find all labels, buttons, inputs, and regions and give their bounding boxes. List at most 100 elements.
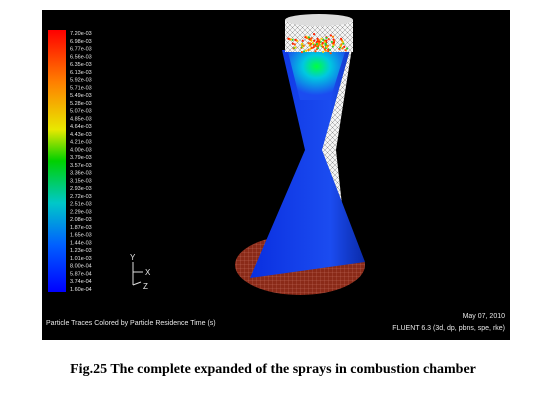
spray-particle (332, 38, 335, 41)
spray-particle (340, 43, 343, 46)
spray-particle (307, 36, 311, 39)
spray-particle (321, 45, 325, 48)
spray-particle (324, 43, 328, 46)
spray-particle (311, 41, 315, 45)
colorbar-label: 5.07e-03 (70, 109, 92, 115)
spray-particle (341, 47, 344, 50)
axis-label: Z (143, 282, 148, 291)
spray-particle (310, 37, 313, 40)
colorbar-label: 5.28e-03 (70, 101, 92, 107)
colorbar-label: 6.35e-03 (70, 62, 92, 68)
spray-particle (324, 49, 327, 52)
colorbar-label: 2.93e-03 (70, 186, 92, 192)
axis-label: Y (130, 253, 136, 262)
colorbar-label: 3.74e-04 (70, 279, 92, 285)
footer-left: Particle Traces Colored by Particle Resi… (46, 320, 216, 327)
spray-particle (345, 47, 349, 50)
spray-particle (293, 43, 296, 46)
spray-particle (300, 42, 304, 45)
spray-particle (331, 35, 335, 38)
spray-particle (313, 39, 316, 42)
spray-particle (321, 41, 324, 45)
spray-particle (322, 38, 325, 41)
colorbar-label: 1.23e-03 (70, 248, 92, 254)
colorbar-labels: 7.20e-03 6.98e-03 6.77e-036.56e-03 6.35e-03… (70, 31, 92, 293)
spray-particle (304, 36, 307, 39)
spray-particle (305, 49, 308, 52)
spray-particle (326, 44, 329, 47)
colorbar-label: 6.77e-03 (70, 47, 92, 53)
inlet-top (285, 14, 353, 26)
colorbar-label: 1.44e-03 (70, 240, 92, 246)
spray-particle (320, 37, 323, 40)
spray-particle (322, 50, 325, 53)
chamber-body (250, 50, 365, 278)
spray-particle (302, 50, 306, 53)
colorbar-label: 4.00e-03 (70, 147, 92, 153)
colorbar-label: 4.64e-03 (70, 124, 92, 130)
caption: Fig.25 The complete expanded of the spra… (70, 362, 476, 377)
spray-particle (307, 48, 310, 52)
colorbar-label: 4.43e-03 (70, 132, 92, 138)
spray-particle (300, 50, 304, 54)
axis-z (132, 281, 142, 286)
colorbar-label: 3.57e-03 (70, 163, 92, 169)
footer-date: May 07, 2010 (463, 313, 506, 320)
spray-particle (328, 48, 331, 52)
colorbar (48, 30, 66, 292)
spray-particle (301, 39, 304, 42)
spray-particle (329, 52, 332, 55)
spray-particle (287, 37, 290, 40)
spray-particle (330, 40, 333, 44)
colorbar-label: 2.29e-03 (70, 209, 92, 215)
spray-particle (332, 41, 336, 44)
spray-particle (310, 46, 313, 50)
colorbar-label: 5.92e-03 (70, 78, 92, 84)
colorbar-label: 3.15e-03 (70, 178, 92, 184)
spray-particle (294, 46, 297, 49)
spray-particle (312, 46, 315, 49)
colorbar-label: 1.60e-04 (70, 287, 92, 293)
colorbar-label: 7.20e-03 (70, 31, 92, 37)
spray-particle (327, 38, 330, 41)
spray-particle (327, 50, 330, 53)
spray-particle (339, 37, 343, 40)
colorbar-label: 5.87e-04 (70, 271, 92, 277)
footer-solver: FLUENT 6.3 (3d, dp, pbns, spe, rke) (392, 325, 505, 332)
colorbar-label: 6.56e-03 (70, 54, 92, 60)
colorbar-label: 1.87e-03 (70, 225, 92, 231)
spray-particle (316, 37, 319, 40)
spray-particle (315, 42, 319, 46)
spray-particle (316, 47, 320, 50)
flame-core (288, 52, 345, 100)
colorbar-label: 2.08e-03 (70, 217, 92, 223)
colorbar-label: 4.85e-03 (70, 116, 92, 122)
colorbar-label: 3.36e-03 (70, 171, 92, 177)
spray-particle (291, 42, 294, 45)
colorbar-label: 5.49e-03 (70, 93, 92, 99)
spray-particle (314, 50, 317, 53)
colorbar-label: 3.79e-03 (70, 155, 92, 161)
colorbar-label: 2.51e-03 (70, 202, 92, 208)
colorbar-label: 1.65e-03 (70, 233, 92, 239)
spray (287, 33, 349, 55)
spray-particle (329, 34, 333, 37)
colorbar-label: 6.13e-03 (70, 70, 92, 76)
colorbar-label: 2.72e-03 (70, 194, 92, 200)
spray-particle (312, 33, 316, 36)
colorbar-label: 8.00e-04 (70, 264, 92, 270)
spray-particle (343, 45, 346, 48)
spray-particle (302, 44, 305, 48)
axis-label: X (145, 268, 151, 277)
spray-particle (294, 38, 297, 41)
colorbar-label: 6.98e-03 (70, 39, 92, 45)
spray-particle (307, 42, 310, 45)
spray-particle (325, 36, 328, 40)
spray-particle (323, 40, 326, 44)
colorbar-label: 4.21e-03 (70, 140, 92, 146)
spray-particle (344, 49, 347, 52)
colorbar-label: 5.71e-03 (70, 85, 92, 91)
colorbar-label: 1.01e-03 (70, 256, 92, 262)
